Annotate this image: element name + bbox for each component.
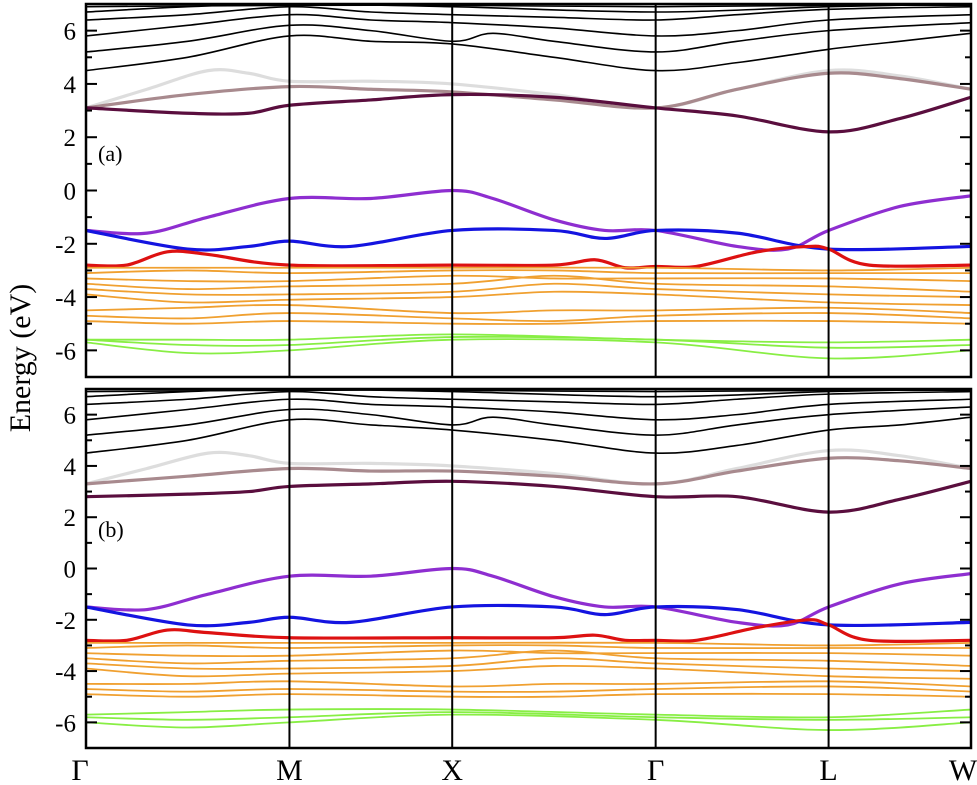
panel-label: (b) bbox=[98, 517, 124, 542]
band-line-black-0 bbox=[86, 416, 971, 455]
band-line-orange-15 bbox=[86, 649, 971, 667]
band-line-lightgray-6 bbox=[86, 68, 971, 110]
band-line-violet-9 bbox=[86, 188, 971, 252]
panel-a: -6 -4 -2 0 2 4 6 (a) bbox=[55, 2, 973, 379]
y-tick-label: -6 bbox=[55, 710, 76, 737]
k-point-label: M bbox=[276, 754, 303, 785]
band-line-black-1 bbox=[86, 406, 971, 436]
band-line-darkpurple-8 bbox=[86, 479, 971, 514]
band-line-orange-14 bbox=[86, 649, 971, 658]
band-line-lightgray-6 bbox=[86, 448, 971, 486]
band-line-mauve-7 bbox=[86, 71, 971, 110]
band-line-orange-20 bbox=[86, 692, 971, 698]
y-tick-label: 0 bbox=[64, 557, 77, 584]
band-line-orange-19 bbox=[86, 312, 971, 323]
band-line-orange-16 bbox=[86, 657, 971, 672]
k-point-label: Γ bbox=[647, 754, 664, 785]
band-line-orange-20 bbox=[86, 319, 971, 325]
y-tick-label: 6 bbox=[64, 403, 77, 430]
band-lines bbox=[86, 389, 971, 731]
band-line-orange-19 bbox=[86, 685, 971, 693]
y-tick-label: -2 bbox=[55, 232, 76, 259]
y-tick-label: 2 bbox=[64, 125, 77, 152]
k-point-label: X bbox=[441, 754, 463, 785]
y-tick-label: -4 bbox=[55, 285, 76, 312]
band-line-black-3 bbox=[86, 5, 971, 21]
band-line-orange-14 bbox=[86, 274, 971, 283]
y-tick-label: 2 bbox=[64, 505, 77, 532]
band-line-black-2 bbox=[86, 13, 971, 37]
band-line-violet-9 bbox=[86, 566, 971, 628]
band-line-blue-10 bbox=[86, 603, 971, 628]
band-line-orange-18 bbox=[86, 303, 971, 315]
y-axis-title: Energy (eV) bbox=[4, 284, 37, 433]
panel-b: -6 -4 -2 0 2 4 6 (b) bbox=[55, 387, 973, 750]
panels: -6 -4 -2 0 2 4 6 (a) -6 -4 -2 0 2 4 6 (b) bbox=[55, 2, 973, 750]
band-line-black-3 bbox=[86, 390, 971, 406]
band-line-red-11 bbox=[86, 244, 971, 270]
band-line-blue-10 bbox=[86, 227, 971, 252]
band-line-red-11 bbox=[86, 618, 971, 644]
band-line-mauve-7 bbox=[86, 456, 971, 486]
band-line-orange-17 bbox=[86, 290, 971, 306]
band-line-orange-18 bbox=[86, 680, 971, 688]
band-lines bbox=[86, 4, 971, 360]
band-line-darkpurple-8 bbox=[86, 92, 971, 134]
y-tick-label: -4 bbox=[55, 659, 76, 686]
k-point-label: W bbox=[949, 754, 977, 785]
y-tick-label: 6 bbox=[64, 19, 77, 46]
k-point-label: L bbox=[819, 754, 837, 785]
band-line-orange-13 bbox=[86, 644, 971, 650]
band-line-orange-16 bbox=[86, 282, 971, 298]
band-line-black-2 bbox=[86, 398, 971, 421]
y-tick-label: 4 bbox=[64, 72, 77, 99]
y-tick-label: 4 bbox=[64, 454, 77, 481]
y-tick-label: 0 bbox=[64, 179, 77, 206]
band-line-black-1 bbox=[86, 21, 971, 53]
band-line-black-0 bbox=[86, 32, 971, 72]
band-line-orange-17 bbox=[86, 664, 971, 680]
band-line-orange-15 bbox=[86, 274, 971, 293]
y-tick-label: -6 bbox=[55, 338, 76, 365]
panel-label: (a) bbox=[98, 141, 122, 166]
y-tick-label: -2 bbox=[55, 608, 76, 635]
band-line-orange-13 bbox=[86, 269, 971, 275]
k-point-label: Γ bbox=[71, 754, 88, 785]
